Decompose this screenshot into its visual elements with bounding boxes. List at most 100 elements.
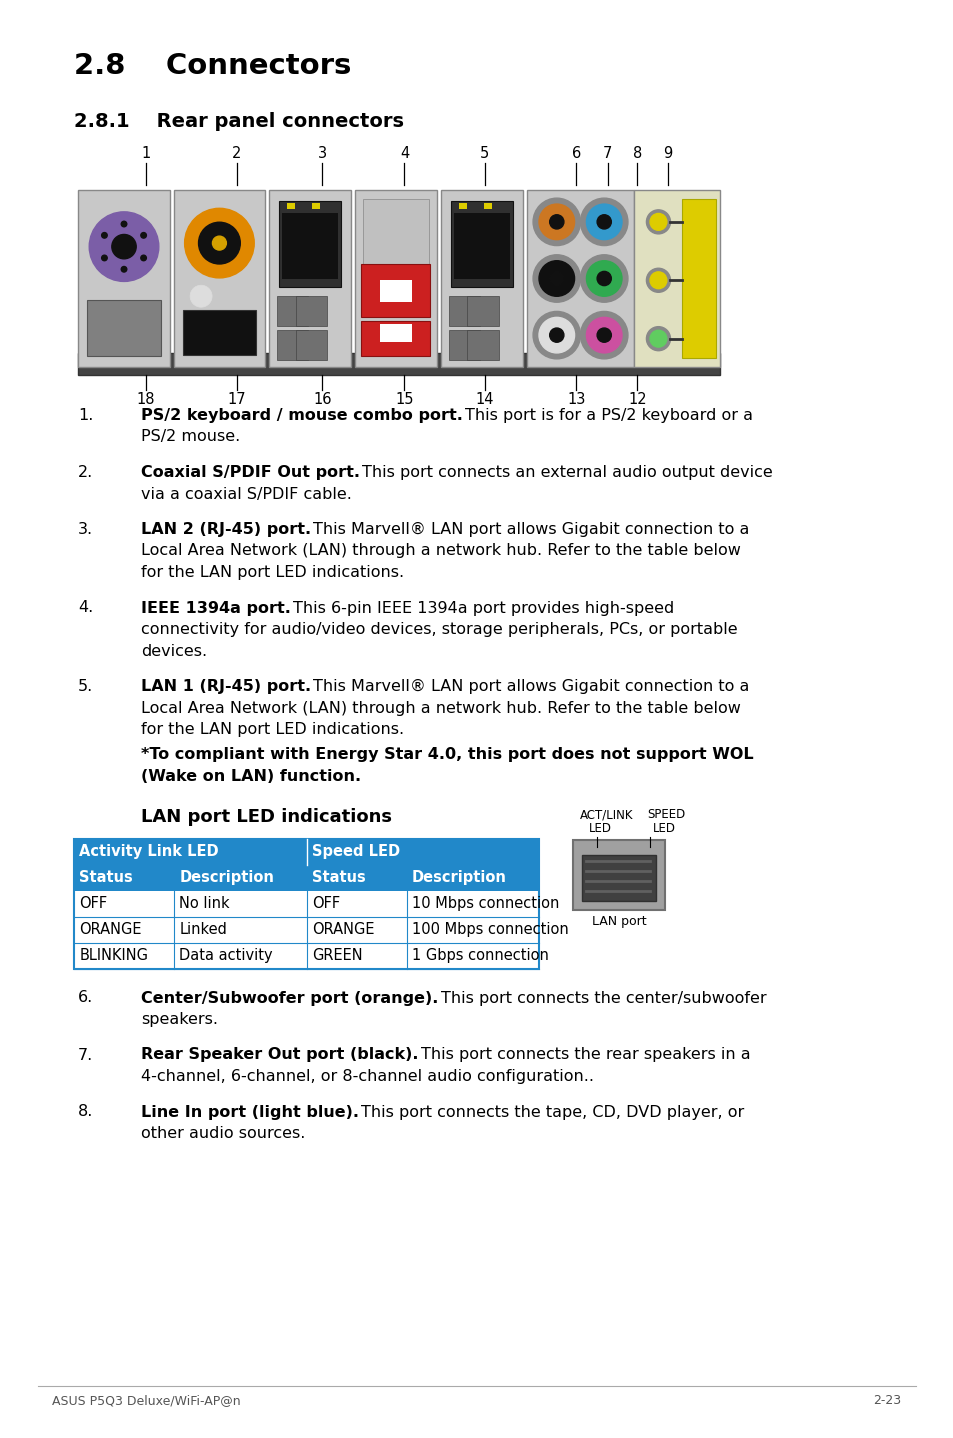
Bar <box>78 190 170 367</box>
Text: BLINKING: BLINKING <box>79 948 149 963</box>
Text: PS/2 mouse.: PS/2 mouse. <box>141 430 240 444</box>
Text: Line In port (light blue).: Line In port (light blue). <box>141 1104 359 1120</box>
Bar <box>526 190 634 367</box>
Circle shape <box>649 331 666 347</box>
Text: LED: LED <box>588 823 611 835</box>
Text: Status: Status <box>312 870 365 884</box>
Text: Speed LED: Speed LED <box>312 844 399 858</box>
Bar <box>278 201 341 288</box>
Text: Description: Description <box>179 870 274 884</box>
Text: other audio sources.: other audio sources. <box>141 1126 305 1140</box>
Text: connectivity for audio/video devices, storage peripherals, PCs, or portable: connectivity for audio/video devices, st… <box>141 623 737 637</box>
Text: 4.: 4. <box>78 601 93 615</box>
Circle shape <box>198 223 240 265</box>
Circle shape <box>141 233 146 239</box>
Text: Local Area Network (LAN) through a network hub. Refer to the table below: Local Area Network (LAN) through a netwo… <box>141 544 740 558</box>
Circle shape <box>549 214 563 229</box>
Text: ASUS P5Q3 Deluxe/WiFi-AP@n: ASUS P5Q3 Deluxe/WiFi-AP@n <box>52 1393 241 1406</box>
Text: ORANGE: ORANGE <box>79 922 142 938</box>
Circle shape <box>538 260 574 296</box>
Bar <box>361 321 430 357</box>
Text: Status: Status <box>79 870 133 884</box>
Text: No link: No link <box>179 896 230 912</box>
Bar <box>453 213 510 279</box>
Bar <box>88 299 160 357</box>
Circle shape <box>579 312 627 360</box>
Text: 2.8    Connectors: 2.8 Connectors <box>74 52 352 81</box>
Circle shape <box>121 221 127 227</box>
Text: 14: 14 <box>475 393 494 407</box>
Bar <box>277 329 308 360</box>
Text: This Marvell® LAN port allows Gigabit connection to a: This Marvell® LAN port allows Gigabit co… <box>313 679 749 695</box>
Text: 4: 4 <box>399 147 409 161</box>
Text: 4-channel, 6-channel, or 8-channel audio configuration..: 4-channel, 6-channel, or 8-channel audio… <box>141 1068 594 1084</box>
Text: 6.: 6. <box>78 991 93 1005</box>
Circle shape <box>90 211 158 282</box>
Text: 3: 3 <box>317 147 327 161</box>
Bar <box>440 190 522 367</box>
Bar <box>361 265 430 318</box>
Text: 17: 17 <box>227 393 246 407</box>
Bar <box>74 864 538 890</box>
Bar <box>363 198 428 266</box>
Text: 18: 18 <box>136 393 155 407</box>
Text: speakers.: speakers. <box>141 1012 218 1027</box>
Bar <box>74 916 538 942</box>
Text: PS/2 keyboard / mouse combo port.: PS/2 keyboard / mouse combo port. <box>141 408 462 423</box>
Text: for the LAN port LED indications.: for the LAN port LED indications. <box>141 722 404 738</box>
Circle shape <box>586 318 621 352</box>
Bar <box>450 201 513 288</box>
Text: for the LAN port LED indications.: for the LAN port LED indications. <box>141 565 404 580</box>
Text: (Wake on LAN) function.: (Wake on LAN) function. <box>141 769 361 784</box>
Text: 7.: 7. <box>78 1047 93 1063</box>
Text: 2-23: 2-23 <box>873 1393 901 1406</box>
Bar <box>281 213 338 279</box>
Bar <box>277 296 308 326</box>
Text: This port connects the center/subwoofer: This port connects the center/subwoofer <box>440 991 765 1005</box>
Bar <box>449 296 479 326</box>
Bar <box>312 203 320 209</box>
Text: This Marvell® LAN port allows Gigabit connection to a: This Marvell® LAN port allows Gigabit co… <box>313 522 749 536</box>
Bar <box>449 329 479 360</box>
Circle shape <box>213 236 226 250</box>
Text: 5.: 5. <box>78 679 93 695</box>
Text: GREEN: GREEN <box>312 948 362 963</box>
Text: Description: Description <box>411 870 506 884</box>
Circle shape <box>533 312 579 360</box>
Circle shape <box>649 272 666 289</box>
Circle shape <box>533 255 579 302</box>
Bar <box>581 854 656 900</box>
Circle shape <box>579 255 627 302</box>
Circle shape <box>646 326 670 351</box>
Bar <box>173 190 265 367</box>
Text: 8.: 8. <box>78 1104 93 1120</box>
Bar <box>483 203 492 209</box>
Bar <box>74 890 538 916</box>
Circle shape <box>597 214 611 229</box>
Text: ORANGE: ORANGE <box>312 922 374 938</box>
Text: Center/Subwoofer port (orange).: Center/Subwoofer port (orange). <box>141 991 438 1005</box>
Circle shape <box>112 234 136 259</box>
Text: This port is for a PS/2 keyboard or a: This port is for a PS/2 keyboard or a <box>464 408 752 423</box>
Text: 100 Mbps connection: 100 Mbps connection <box>411 922 568 938</box>
Circle shape <box>597 328 611 342</box>
Bar <box>74 942 538 969</box>
Text: OFF: OFF <box>312 896 339 912</box>
Text: 1.: 1. <box>78 408 93 423</box>
Text: This port connects an external audio output device: This port connects an external audio out… <box>362 464 772 480</box>
Text: Data activity: Data activity <box>179 948 273 963</box>
Text: 16: 16 <box>313 393 332 407</box>
Text: 1: 1 <box>141 147 151 161</box>
Bar <box>467 329 498 360</box>
Text: 5: 5 <box>479 147 489 161</box>
Circle shape <box>538 318 574 352</box>
Text: 7: 7 <box>602 147 612 161</box>
Text: LED: LED <box>652 823 675 835</box>
Circle shape <box>121 266 127 272</box>
Text: 10 Mbps connection: 10 Mbps connection <box>411 896 558 912</box>
Circle shape <box>586 260 621 296</box>
Text: OFF: OFF <box>79 896 108 912</box>
Circle shape <box>190 285 212 308</box>
Text: 9: 9 <box>662 147 672 161</box>
Bar <box>183 311 255 355</box>
